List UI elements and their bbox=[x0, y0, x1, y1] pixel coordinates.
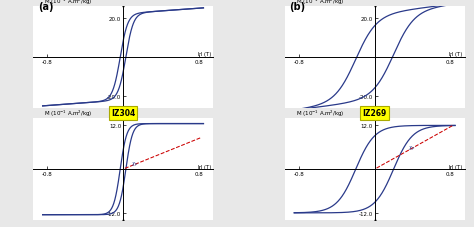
Text: M (10$^{-1}$ A.m$^2$/kg): M (10$^{-1}$ A.m$^2$/kg) bbox=[296, 108, 344, 118]
Text: H (T): H (T) bbox=[198, 52, 211, 57]
Text: (a): (a) bbox=[38, 2, 54, 12]
Text: $\chi_p$: $\chi_p$ bbox=[131, 160, 138, 169]
Text: (b): (b) bbox=[290, 2, 306, 12]
Text: M (10$^{-1}$ A.m$^2$/kg): M (10$^{-1}$ A.m$^2$/kg) bbox=[44, 0, 92, 7]
Text: $\chi_p$: $\chi_p$ bbox=[408, 144, 415, 153]
Text: H (T): H (T) bbox=[198, 164, 211, 169]
Text: IZ304: IZ304 bbox=[111, 109, 135, 118]
Text: IZ269: IZ269 bbox=[363, 109, 387, 118]
Text: M (10$^{-1}$ A.m$^2$/kg): M (10$^{-1}$ A.m$^2$/kg) bbox=[296, 0, 344, 7]
Text: H (T): H (T) bbox=[449, 52, 463, 57]
Text: M (10$^{-1}$ A.m$^2$/kg): M (10$^{-1}$ A.m$^2$/kg) bbox=[44, 108, 92, 118]
Text: H (T): H (T) bbox=[449, 164, 463, 169]
